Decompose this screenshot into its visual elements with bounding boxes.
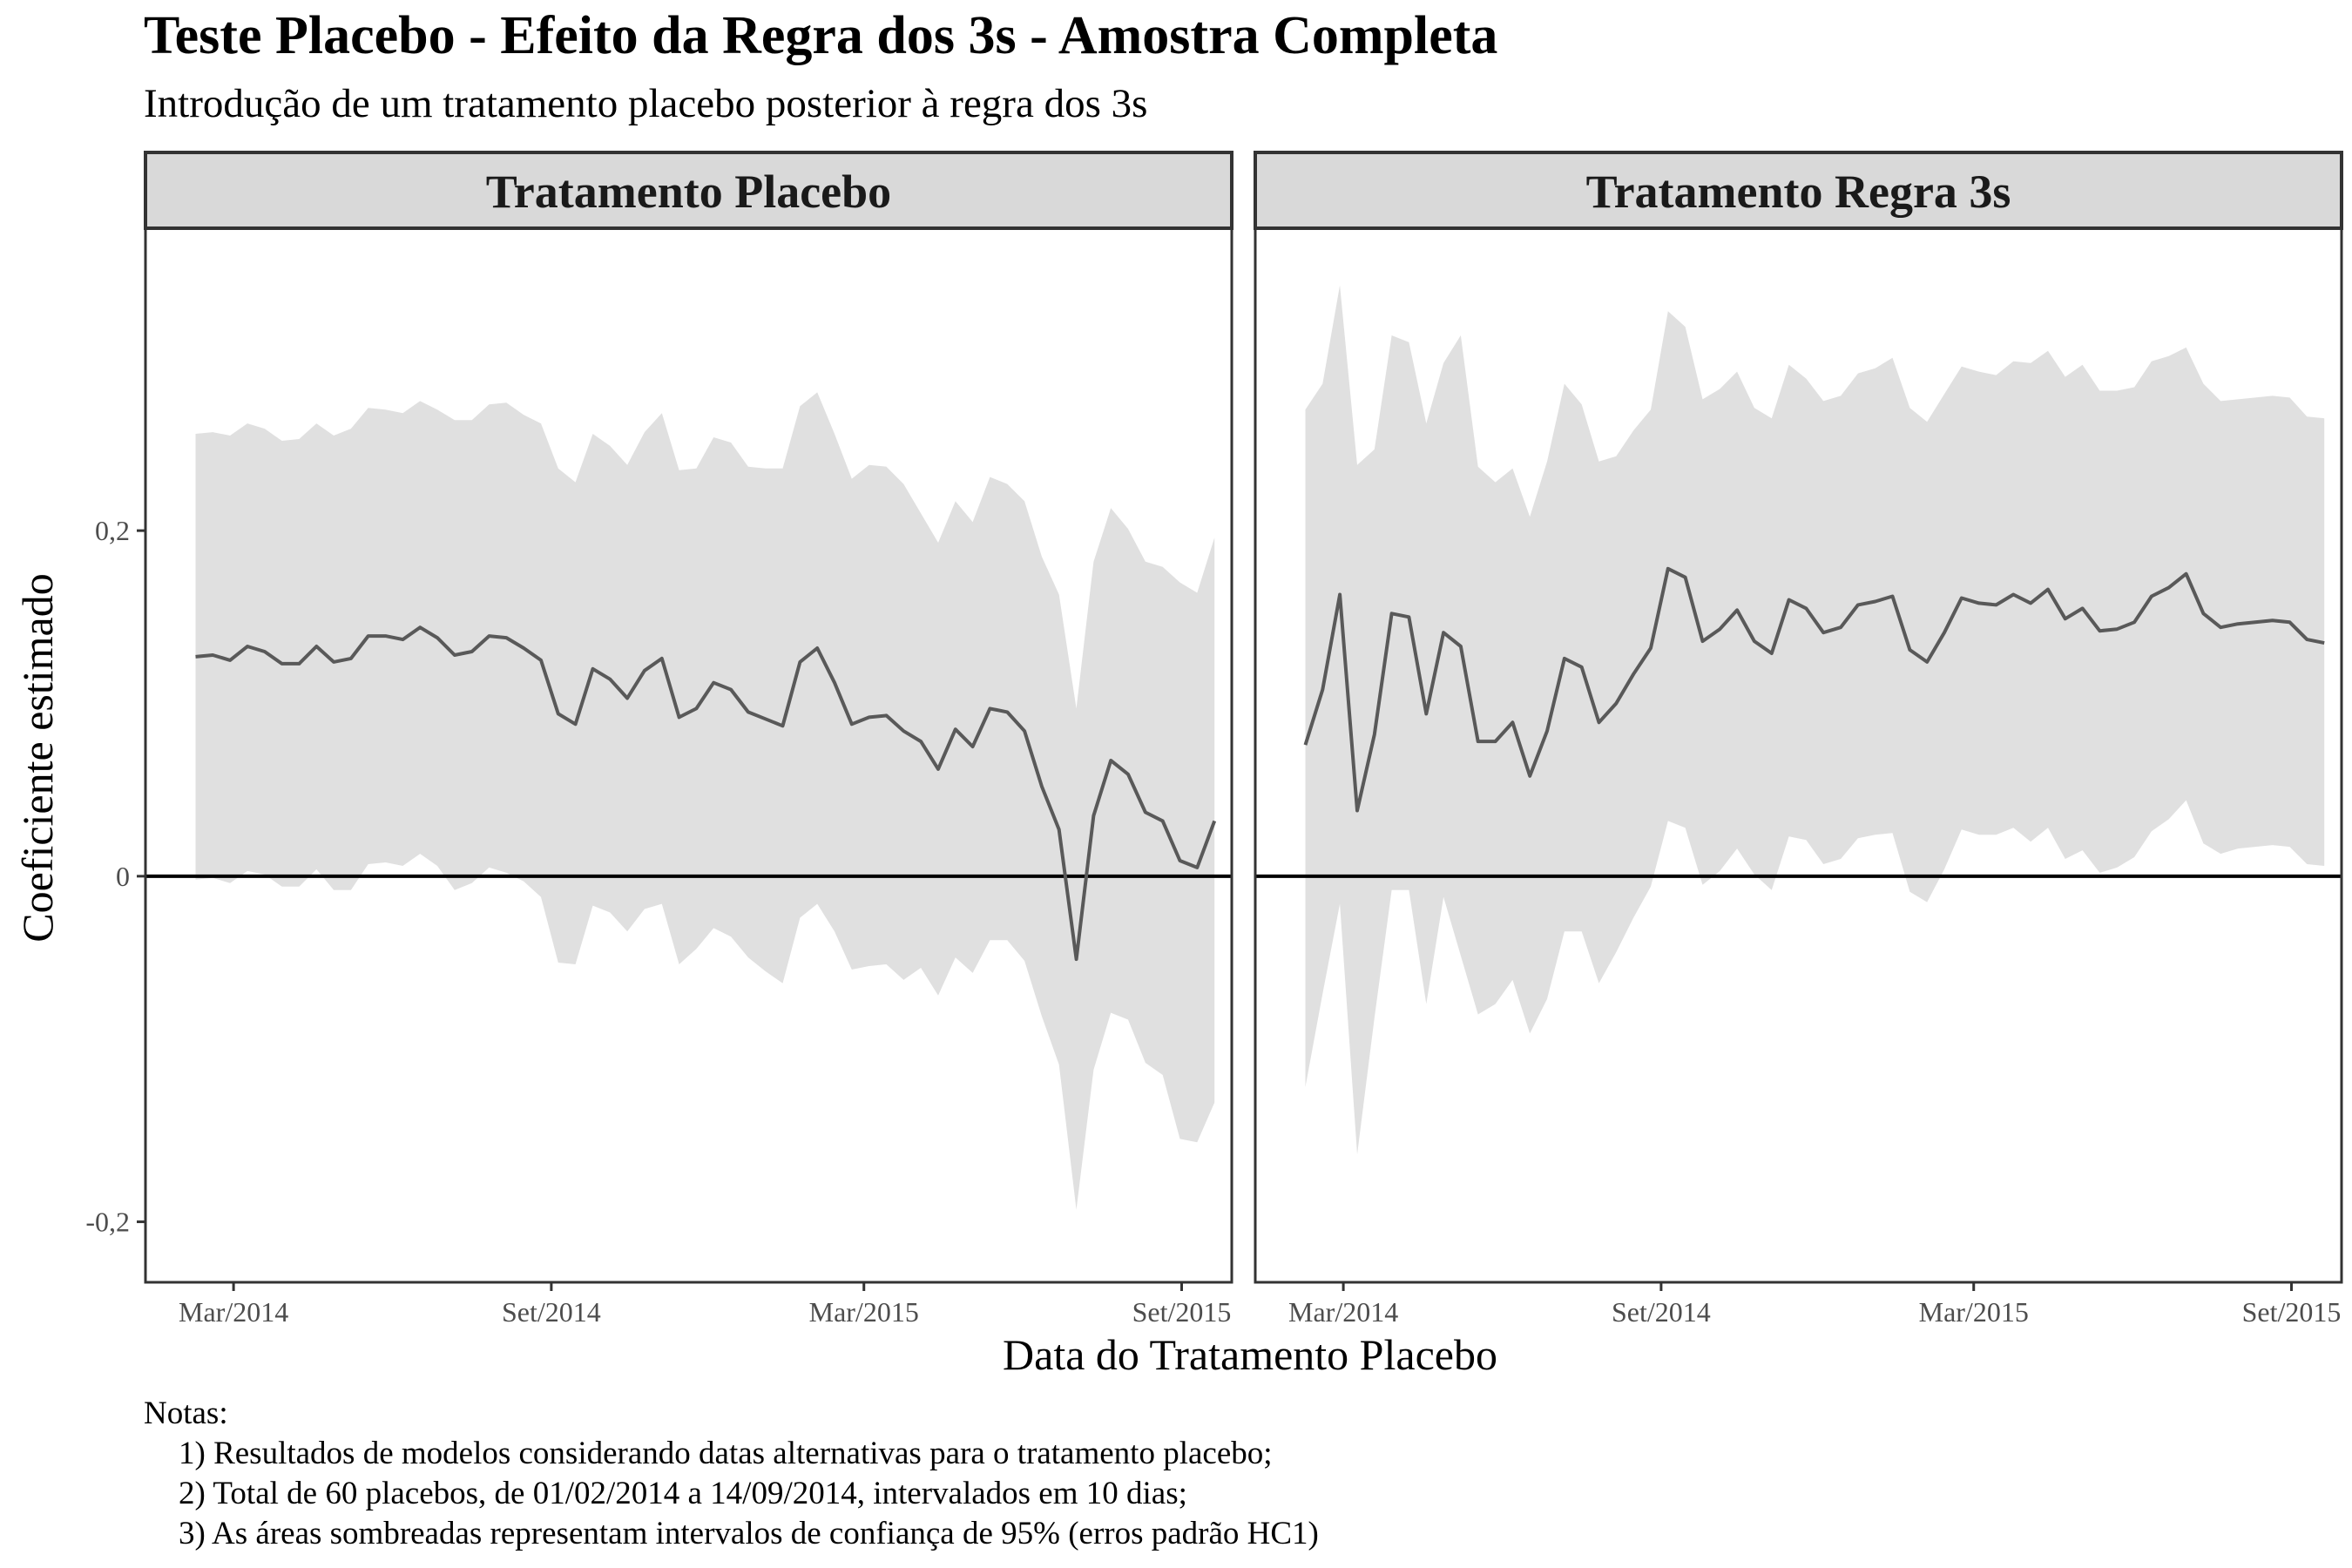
faceted-line-chart: Tratamento Placebo Mar/2014 Set/2014 Mar/20…: [13, 151, 2343, 1379]
confidence-band: [195, 392, 1215, 1210]
panel-tratamento-placebo: Tratamento Placebo Mar/2014 Set/2014 Mar/20…: [144, 151, 1233, 1328]
y-tick-label: -0,2: [85, 1206, 130, 1238]
y-axis: -0,2 0 0,2: [85, 515, 145, 1238]
confidence-band: [1305, 285, 2325, 1155]
estimate-line: [195, 625, 1217, 962]
facet-strip-label: Tratamento Placebo: [486, 166, 891, 218]
x-tick-label: Set/2014: [502, 1296, 601, 1328]
x-tick-label: Mar/2015: [809, 1296, 919, 1328]
panel-tratamento-regra-3s: Tratamento Regra 3s Mar/2014 Set/2014 Mar/2…: [1254, 151, 2343, 1328]
notes-heading: Notas:: [144, 1396, 228, 1431]
y-axis-title: Coeficiente estimado: [13, 573, 62, 942]
chart-subtitle: Introdução de um tratamento placebo post…: [144, 81, 1148, 126]
note-item: 1) Resultados de modelos considerando da…: [179, 1436, 1273, 1471]
x-tick-label: Set/2014: [1612, 1296, 1711, 1328]
note-item: 2) Total de 60 placebos, de 01/02/2014 a…: [179, 1476, 1187, 1511]
y-tick-label: 0: [116, 861, 130, 892]
x-tick-label: Mar/2014: [1288, 1296, 1398, 1328]
x-tick-label: Mar/2015: [1919, 1296, 2029, 1328]
x-tick-label: Set/2015: [2242, 1296, 2342, 1328]
x-axis-title: Data do Tratamento Placebo: [1003, 1330, 1497, 1379]
estimate-line: [1303, 566, 2325, 813]
y-tick-label: 0,2: [95, 515, 130, 546]
chart-title: Teste Placebo - Efeito da Regra dos 3s -…: [144, 6, 1498, 65]
x-tick-label: Mar/2014: [179, 1296, 288, 1328]
panel-border: [144, 226, 1233, 1284]
notes: Notas: 1) Resultados de modelos consider…: [144, 1394, 1319, 1554]
x-tick-label: Set/2015: [1132, 1296, 1232, 1328]
note-item: 3) As áreas sombreadas representam inter…: [179, 1516, 1319, 1551]
panel-border: [1254, 226, 2343, 1284]
facet-strip-label: Tratamento Regra 3s: [1586, 166, 2011, 218]
